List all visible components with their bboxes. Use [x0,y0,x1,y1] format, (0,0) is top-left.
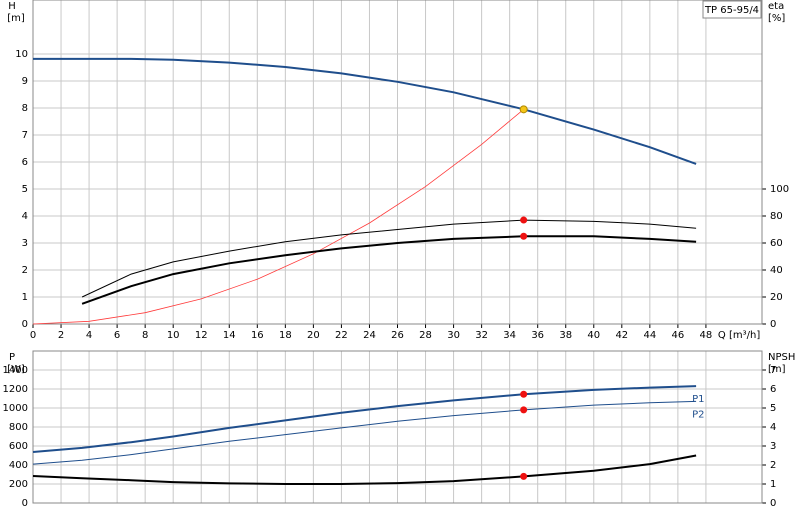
y-tick-label: 0 [22,498,28,509]
y2-tick-label: 0 [770,319,776,330]
y2-tick-label: 6 [770,384,776,395]
x-tick-label: 18 [279,330,292,341]
x-tick-label: 40 [587,330,600,341]
x-tick-label: 24 [363,330,376,341]
operating-point [520,390,528,398]
operating-point [520,216,528,224]
x-tick-label: 6 [114,330,120,341]
x-tick-label: 36 [531,330,544,341]
y2-tick-label: 20 [770,292,783,303]
y-tick-label: 800 [9,422,28,433]
y2-tick-label: 7 [770,365,776,376]
curve [81,219,697,298]
x-tick-label: 10 [167,330,180,341]
operating-point [520,472,528,480]
curve [81,235,697,305]
operating-point [520,232,528,240]
x-tick-label: 28 [419,330,432,341]
y2-tick-label: 3 [770,441,776,452]
y-axis-unit: [m] [7,13,25,24]
y-tick-label: 600 [9,441,28,452]
y-tick-label: 0 [22,319,28,330]
curve [32,385,697,453]
curve-label: P1 [692,394,704,405]
y2-tick-label: 60 [770,238,783,249]
y2-tick-label: 0 [770,498,776,509]
y2-tick-label: 1 [770,479,776,490]
y2-axis-title: eta [768,1,784,12]
y2-tick-label: 2 [770,460,776,471]
y-tick-label: 7 [22,130,28,141]
x-tick-label: 22 [335,330,348,341]
curve [32,400,697,465]
model-label: TP 65-95/4 [704,5,759,16]
y-tick-label: 1 [22,292,28,303]
y-tick-label: 4 [22,211,28,222]
y2-axis-unit: [%] [768,13,785,24]
operating-point [520,406,528,414]
x-tick-label: 48 [700,330,713,341]
x-tick-label: 16 [251,330,264,341]
x-tick-label: 14 [223,330,236,341]
curve [33,57,697,165]
x-tick-label: 4 [86,330,92,341]
y-axis-title: P [9,352,15,363]
x-tick-label: 42 [615,330,628,341]
y2-tick-label: 4 [770,422,776,433]
x-tick-label: 8 [142,330,148,341]
y-tick-label: 6 [22,157,28,168]
y-tick-label: 1000 [3,403,28,414]
y-tick-label: 1400 [3,365,28,376]
x-tick-label: 44 [643,330,656,341]
y-tick-label: 5 [22,184,28,195]
x-tick-label: 12 [195,330,208,341]
y2-tick-label: 80 [770,211,783,222]
y-tick-label: 1200 [3,384,28,395]
y-axis-title: H [8,1,16,12]
y2-tick-label: 40 [770,265,783,276]
y-tick-label: 400 [9,460,28,471]
curve [32,108,524,325]
y2-axis-unit: [m] [768,364,786,375]
operating-point [519,105,528,114]
x-tick-label: 46 [672,330,685,341]
x-tick-label: 30 [447,330,460,341]
y2-tick-label: 100 [770,184,789,195]
model-box [702,0,762,19]
y-tick-label: 10 [15,49,28,60]
x-tick-label: 32 [475,330,488,341]
x-tick-label: 20 [307,330,320,341]
x-tick-label: 34 [503,330,516,341]
y-tick-label: 9 [22,76,28,87]
x-axis-title: Q [m³/h] [718,330,760,341]
y-tick-label: 3 [22,238,28,249]
plot-frame [32,350,763,504]
x-tick-label: 0 [30,330,36,341]
x-tick-label: 2 [58,330,64,341]
y-tick-label: 200 [9,479,28,490]
y-axis-unit: [W] [7,364,25,375]
plot-frame [32,0,763,325]
x-tick-label: 38 [559,330,572,341]
x-tick-label: 26 [391,330,404,341]
y-tick-label: 2 [22,265,28,276]
curve [32,454,697,485]
y2-tick-label: 5 [770,403,776,414]
y2-axis-title: NPSH [768,352,795,363]
curve-label: P2 [692,409,704,420]
y-tick-label: 8 [22,103,28,114]
